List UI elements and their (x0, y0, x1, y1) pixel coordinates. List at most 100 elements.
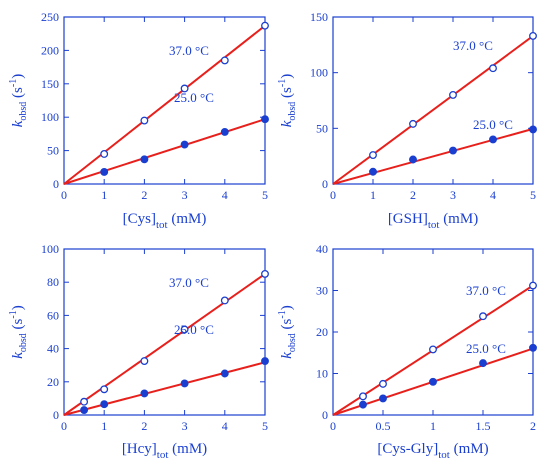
data-point (261, 21, 269, 30)
y-tick-label: 0 (322, 408, 328, 422)
y-axis-label-unit: (s (10, 318, 26, 333)
y-axis-label: kobsd (s-1) (8, 74, 29, 128)
x-tick-label: 3 (182, 419, 188, 433)
data-point (409, 119, 417, 128)
y-axis-label: kobsd (s-1) (8, 305, 29, 359)
plot-frame (63, 16, 266, 185)
x-axis-label-sub: tot (156, 219, 168, 231)
x-tick-label: 4 (222, 188, 228, 202)
x-tick-label: 0 (61, 188, 67, 202)
x-axis-label-unit: (mM) (168, 211, 207, 227)
fit-line-upper (63, 273, 266, 416)
x-tick-label: 5 (530, 188, 536, 202)
data-point (379, 379, 387, 388)
x-axis-label: [GSH]tot (mM) (388, 211, 478, 231)
x-tick-label: 0 (330, 188, 336, 202)
data-point (220, 369, 229, 378)
fit-line-lower (63, 118, 266, 185)
y-axis-label-unit: (s (10, 87, 26, 102)
series-label: 37.0 °C (466, 283, 506, 298)
data-point (140, 116, 149, 125)
x-tick-label: 0 (330, 419, 336, 433)
y-tick-label: 30 (316, 284, 328, 298)
fit-line-lower (63, 361, 266, 416)
data-point (479, 312, 487, 321)
data-point (261, 357, 269, 365)
y-tick-label: 50 (47, 144, 59, 158)
data-point (261, 115, 269, 124)
y-axis-label-unit-end: ) (10, 305, 26, 310)
y-axis-label-unit-end: ) (279, 74, 295, 79)
x-tick-label: 4 (490, 188, 496, 202)
data-point (100, 385, 109, 394)
series-label: 25.0 °C (473, 117, 513, 132)
data-point (180, 84, 189, 93)
x-tick-label: 1 (101, 188, 107, 202)
x-axis-label-unit: (mM) (450, 441, 489, 457)
data-point (140, 357, 149, 365)
y-tick-label: 150 (41, 77, 59, 91)
y-tick-label: 100 (310, 66, 328, 80)
data-point (100, 149, 109, 158)
y-axis-label-unit: (s (279, 318, 295, 333)
data-point (220, 296, 229, 305)
x-tick-label: 1 (370, 188, 376, 202)
data-point (80, 406, 89, 414)
y-tick-label: 20 (47, 375, 59, 389)
x-tick-label: 2 (141, 188, 147, 202)
y-tick-label: 0 (322, 177, 328, 191)
y-axis-label-unit-sup: -1 (277, 79, 288, 87)
data-point (449, 146, 457, 155)
y-axis-label-k: k (10, 352, 26, 359)
y-axis-label-unit-sup: -1 (8, 310, 19, 318)
fit-line-upper (332, 35, 534, 185)
y-tick-label: 100 (41, 110, 59, 124)
x-tick-label: 2 (410, 188, 416, 202)
x-tick-label: 0 (61, 419, 67, 433)
data-point (359, 392, 367, 401)
data-point (220, 56, 229, 65)
x-axis-label-main: [GSH] (388, 211, 428, 227)
x-tick-label: 5 (262, 419, 268, 433)
series-label: 37.0 °C (453, 38, 493, 53)
y-axis-label-unit-end: ) (279, 305, 295, 310)
y-axis-label-sub: obsd (18, 102, 29, 121)
x-axis-label-sub: tot (428, 219, 440, 231)
chart-panel-hcy: 0 1 2 3 4 5 0 20 40 60 80 100 37.0 °C 25.0 °C [Hcy]tot… (8, 242, 269, 461)
x-axis-label-unit: (mM) (439, 211, 478, 227)
data-point (529, 281, 537, 290)
x-tick-label: 5 (262, 188, 268, 202)
x-tick-label: 1 (430, 419, 436, 433)
series-label: 25.0 °C (174, 322, 214, 337)
y-axis-label-unit-end: ) (10, 74, 26, 79)
data-point (359, 400, 367, 409)
data-point (369, 151, 377, 160)
data-point (180, 140, 189, 149)
y-axis-label-sub: obsd (18, 333, 29, 352)
data-point (479, 359, 487, 368)
data-point (369, 167, 377, 176)
data-point (429, 345, 437, 354)
x-tick-label: 3 (182, 188, 188, 202)
x-axis-label-sub: tot (438, 449, 450, 461)
x-axis-label-main: [Cys] (123, 211, 156, 227)
x-tick-label: 2 (530, 419, 536, 433)
y-tick-label: 10 (316, 367, 328, 381)
y-axis-label: kobsd (s-1) (277, 74, 298, 128)
fit-line-upper (63, 24, 266, 185)
y-axis-label-sub: obsd (287, 102, 298, 121)
y-tick-label: 80 (47, 275, 59, 289)
x-axis-label: [Cys]tot (mM) (123, 211, 207, 231)
x-axis-label-unit: (mM) (168, 441, 207, 457)
data-point (409, 155, 417, 164)
x-axis-label-sub: tot (157, 449, 169, 461)
data-point (379, 394, 387, 403)
data-point (529, 31, 537, 40)
y-axis-label-unit-sup: -1 (8, 79, 19, 87)
y-axis-label: kobsd (s-1) (277, 305, 298, 359)
data-point (140, 155, 149, 164)
